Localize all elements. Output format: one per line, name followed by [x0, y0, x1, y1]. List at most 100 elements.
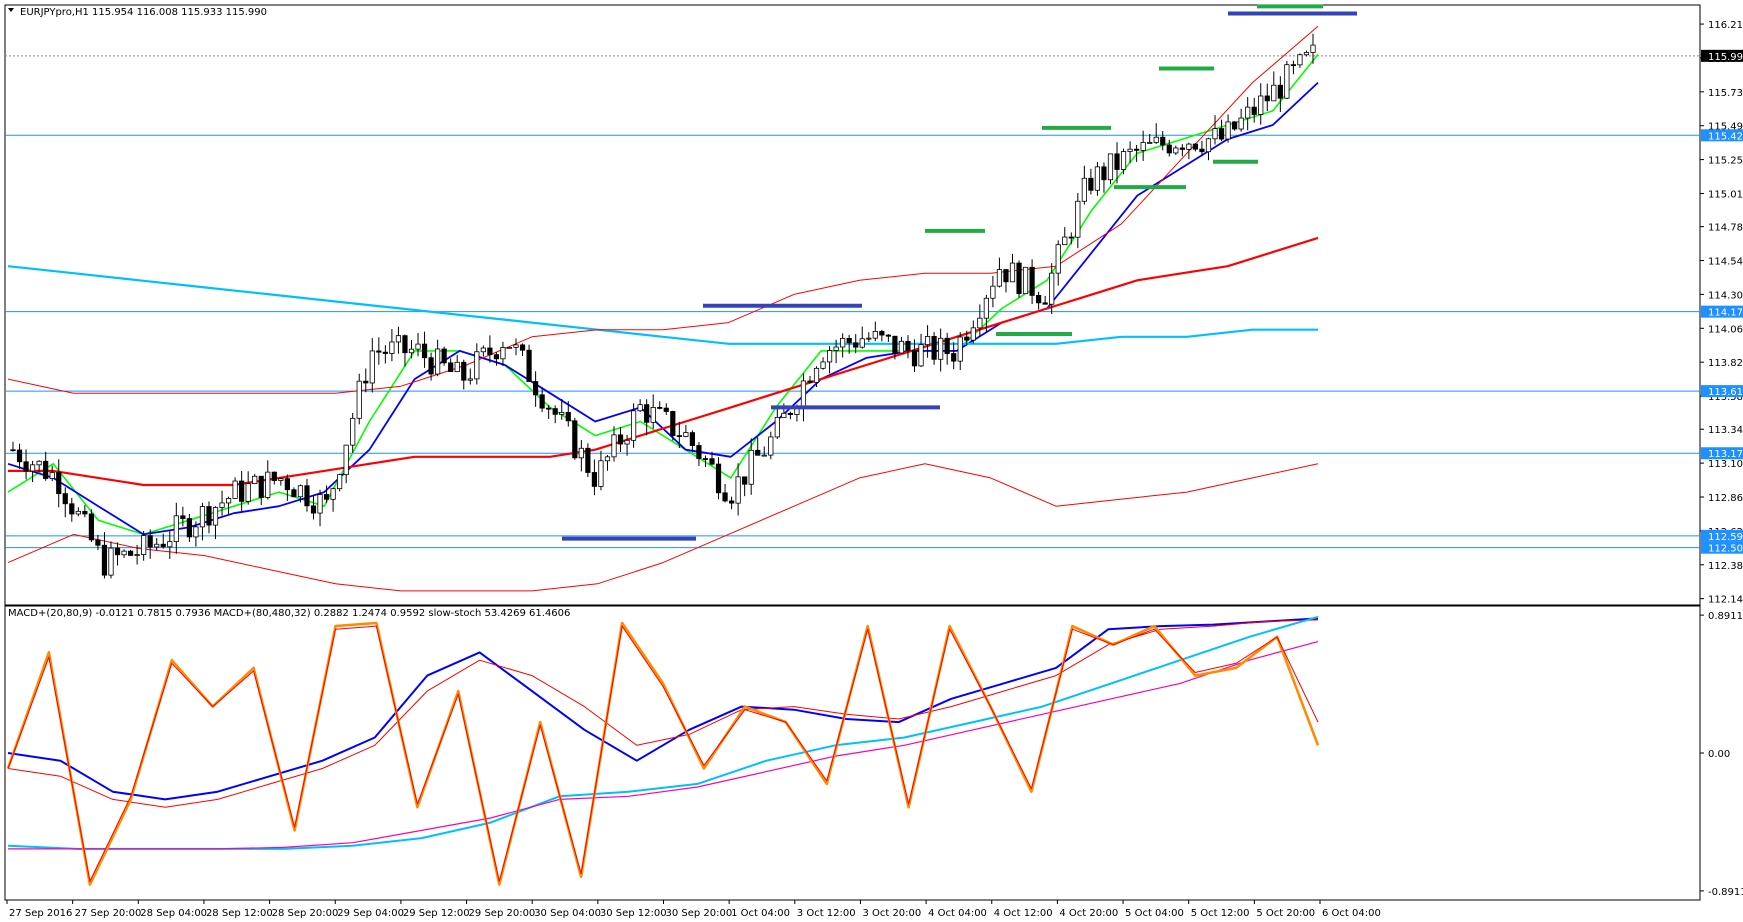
candle-body — [101, 544, 108, 576]
price-tick-label: 113.820 — [1708, 358, 1743, 369]
time-tick-label: 27 Sep 2016 — [9, 908, 72, 919]
series-sma_slow — [8, 236, 1319, 487]
candle-body — [297, 485, 304, 498]
candle-body — [95, 539, 101, 546]
candle-body — [199, 506, 206, 528]
candle-body — [663, 407, 669, 412]
candle-body — [840, 337, 846, 348]
candle-body — [591, 472, 598, 487]
candle-body — [951, 353, 957, 362]
candle-body — [16, 449, 23, 463]
osc-series-stoch_main — [6, 621, 1320, 886]
candle-body — [722, 492, 728, 502]
candle-body — [1225, 121, 1231, 140]
candle-body — [10, 449, 16, 452]
candle-body — [1284, 64, 1290, 99]
candle-body — [493, 354, 500, 360]
candle-body — [1120, 151, 1127, 170]
candle-body — [1068, 236, 1074, 239]
candle-body — [369, 350, 375, 384]
candle-body — [245, 483, 251, 502]
candle-body — [526, 349, 532, 382]
series-envelope_lower — [7, 463, 1319, 592]
candle-body — [363, 380, 369, 384]
candle-body — [911, 350, 918, 367]
series-sma_fast — [7, 53, 1319, 536]
indicator-info: MACD+(20,80,9) -0.0121 0.7815 0.7936 MAC… — [8, 608, 570, 619]
candle-body — [957, 336, 963, 362]
candle-body — [1166, 144, 1172, 154]
candle-body — [657, 407, 663, 409]
main-price-panel: 116.215115.975115.735115.495115.255115.0… — [4, 4, 1743, 606]
time-tick-label: 30 Sep 20:00 — [666, 908, 733, 919]
candle-body — [1127, 148, 1133, 152]
candle-body — [1251, 106, 1257, 115]
candle-body — [225, 498, 232, 504]
candle-body — [271, 471, 277, 481]
candle-body — [853, 342, 859, 348]
collapse-arrow-icon[interactable] — [8, 8, 14, 12]
time-tick-label: 5 Oct 04:00 — [1125, 908, 1184, 919]
candle-body — [415, 343, 421, 350]
candle-body — [291, 489, 297, 498]
candle-body — [552, 408, 558, 415]
candle-body — [1173, 147, 1179, 154]
candle-body — [755, 449, 761, 456]
candle-body — [565, 411, 571, 422]
candle-body — [813, 367, 820, 383]
candle-body — [905, 340, 911, 351]
candle-body — [141, 535, 147, 555]
osc-tick-label: -0.8911 — [1708, 887, 1743, 898]
candle-body — [924, 336, 931, 346]
candle-body — [461, 361, 467, 381]
time-tick-label: 5 Oct 12:00 — [1191, 908, 1250, 919]
candle-body — [88, 513, 94, 541]
candle-body — [1042, 302, 1048, 305]
level-label-box — [1701, 541, 1743, 554]
level-label: 114.178 — [1708, 308, 1743, 319]
candle-body — [761, 454, 767, 457]
candle-body — [480, 347, 486, 353]
candle-body — [1245, 106, 1251, 119]
candle-body — [604, 456, 611, 462]
candle-body — [768, 436, 774, 456]
time-tick-label: 3 Oct 20:00 — [862, 908, 921, 919]
candle-body — [650, 407, 656, 423]
price-tick-label: 112.145 — [1708, 595, 1743, 606]
price-tick-label: 114.540 — [1708, 257, 1743, 268]
candle-body — [356, 380, 362, 419]
candle-body — [866, 337, 872, 340]
candle-body — [990, 285, 996, 299]
candle-body — [173, 515, 179, 543]
candle-body — [1016, 262, 1022, 295]
time-tick-label: 6 Oct 04:00 — [1322, 908, 1381, 919]
price-tick-label: 114.060 — [1708, 324, 1743, 335]
candle-body — [1192, 143, 1199, 150]
candle-body — [800, 380, 807, 409]
candle-body — [350, 417, 356, 446]
candle-body — [1310, 44, 1316, 53]
candle-body — [376, 350, 382, 353]
candle-body — [1134, 148, 1140, 151]
candle-body — [1029, 266, 1035, 296]
candle-body — [1075, 200, 1081, 238]
candle-body — [918, 344, 924, 367]
candle-body — [1258, 95, 1264, 115]
time-tick-label: 1 Oct 04:00 — [731, 908, 790, 919]
candle-body — [977, 317, 983, 329]
candle-body — [49, 472, 55, 479]
candle-body — [500, 347, 506, 360]
candle-body — [167, 541, 173, 548]
candle-body — [631, 410, 637, 441]
candle-body — [983, 297, 989, 319]
level-label: 112.506 — [1708, 544, 1743, 555]
candle-body — [1290, 64, 1297, 67]
candle-body — [742, 476, 748, 485]
candle-body — [1049, 272, 1055, 305]
candle-body — [317, 494, 323, 514]
time-tick-label: 27 Sep 20:00 — [75, 908, 142, 919]
time-tick-label: 4 Oct 20:00 — [1059, 908, 1118, 919]
price-tick-label: 112.385 — [1708, 561, 1743, 572]
candle-body — [1218, 128, 1225, 140]
